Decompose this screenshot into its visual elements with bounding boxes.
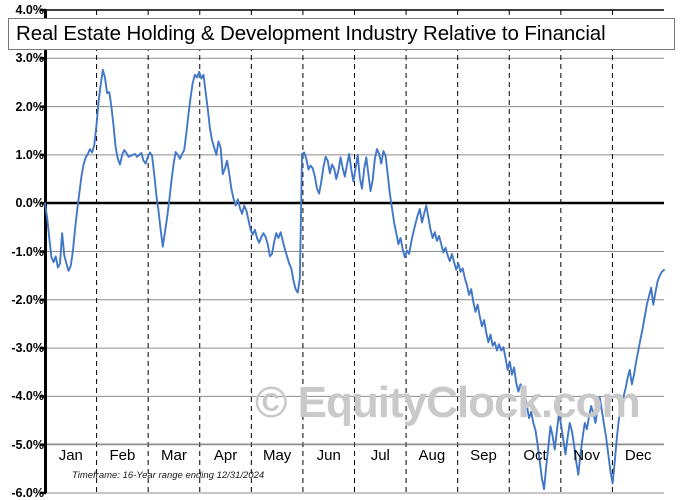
chart-title-box: Real Estate Holding & Development Indust…	[8, 18, 675, 50]
x-axis-month-label: Jul	[370, 447, 390, 464]
x-axis-month-label: Mar	[161, 447, 187, 464]
x-axis-month-label: Apr	[213, 447, 238, 464]
page-title: Real Estate Holding & Development Indust…	[16, 22, 606, 45]
x-axis-month-label: Oct	[523, 447, 547, 464]
y-axis-tick-label: -5.0%	[11, 437, 44, 452]
x-axis-month-label: May	[262, 447, 292, 464]
y-axis-tick-label: 4.0%	[15, 3, 45, 17]
y-axis-tick-label: -3.0%	[11, 341, 44, 356]
y-tick-marks-group	[40, 8, 46, 495]
x-axis-month-label: Sep	[470, 447, 497, 464]
x-axis-month-label: Nov	[573, 447, 600, 464]
x-axis-month-label: Aug	[418, 447, 446, 464]
x-axis-month-label: Jan	[58, 447, 83, 464]
x-axis-month-label: Dec	[624, 447, 652, 464]
y-axis-tick-label: -4.0%	[11, 389, 44, 404]
month-divider-group	[45, 10, 664, 493]
x-axis-month-label: Feb	[109, 447, 136, 464]
y-axis-tick-label: 3.0%	[15, 51, 45, 66]
y-axis-labels: 4.0% 3.0% 2.0% 1.0% 0.0% -1.0% -2.0% -3.0% -4.0%…	[0, 0, 45, 500]
y-axis-tick-label: 0.0%	[15, 196, 45, 211]
y-axis-tick-label: 2.0%	[15, 99, 45, 114]
y-axis-tick-label: -2.0%	[11, 292, 44, 307]
price-series-line	[44, 68, 665, 491]
y-axis-tick-label: -1.0%	[11, 244, 44, 259]
timeframe-footnote: Timeframe: 16-Year range ending 12/31/20…	[72, 470, 265, 481]
y-axis-tick-label: 1.0%	[15, 147, 45, 162]
y-axis-tick-label: -6.0%	[11, 486, 44, 500]
x-axis-month-label: Jun	[316, 447, 341, 464]
